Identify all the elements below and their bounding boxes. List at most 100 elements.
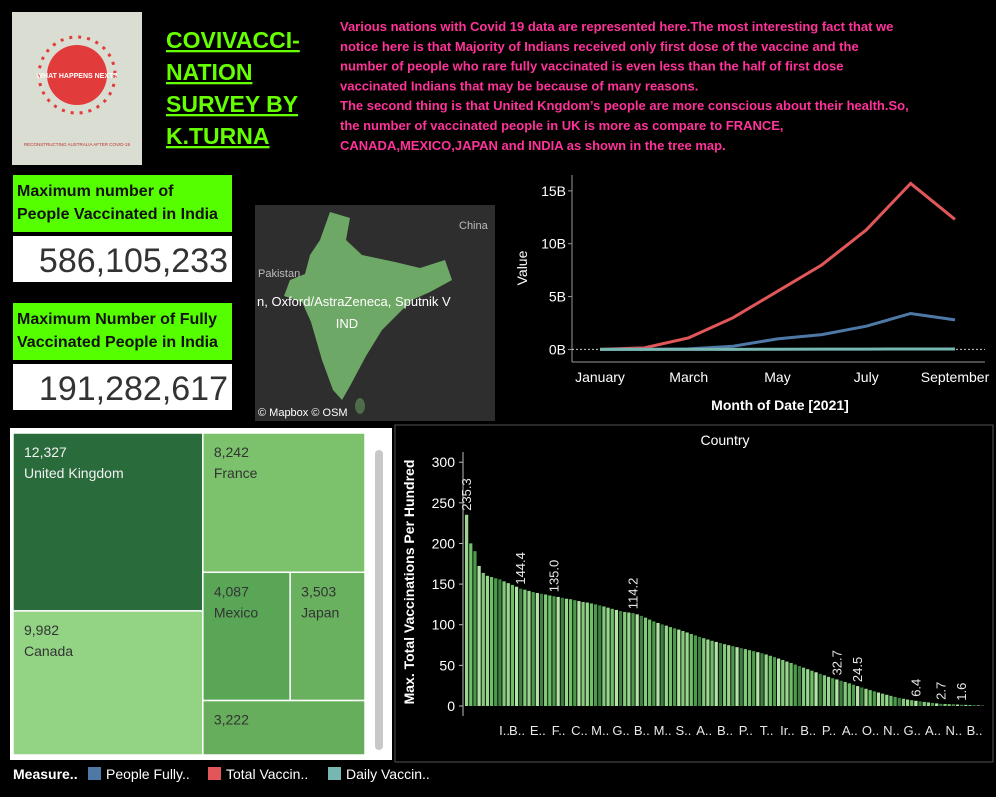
- bar: [556, 596, 560, 706]
- bar: [523, 589, 527, 706]
- bar: [506, 583, 510, 706]
- bar: [710, 640, 714, 706]
- x-tick-label: O..: [862, 723, 879, 738]
- treemap-cell: [202, 432, 366, 574]
- treemap-value: 12,327: [24, 444, 67, 460]
- legend-title: Measure..: [13, 766, 78, 782]
- legend-swatch: [88, 767, 101, 780]
- map-credit: © Mapbox © OSM: [258, 407, 348, 419]
- bar: [689, 633, 693, 706]
- x-tick-label: A..: [925, 723, 941, 738]
- bar: [760, 653, 764, 706]
- y-axis-title: Max. Total Vaccinations Per Hundred: [401, 460, 417, 705]
- bar: [926, 702, 931, 706]
- bar: [897, 697, 901, 706]
- x-tick-label: I..: [499, 723, 510, 738]
- description: Various nations with Covid 19 data are r…: [340, 19, 893, 34]
- bar: [631, 613, 635, 706]
- bar: [856, 686, 860, 706]
- x-tick-label: P..: [822, 723, 836, 738]
- bar: [914, 700, 918, 706]
- bar: [756, 652, 760, 706]
- bar: [485, 575, 490, 706]
- data-label: 114.2: [625, 578, 640, 610]
- bar: [477, 565, 481, 706]
- bar: [960, 704, 964, 706]
- treemap-cell: [202, 699, 366, 756]
- description: number of people who rare fully vaccinat…: [340, 59, 844, 74]
- bar: [548, 595, 552, 706]
- kpi-label: Vaccinated People in India: [17, 334, 218, 351]
- bar: [702, 638, 706, 706]
- kpi-value: 191,282,617: [39, 370, 228, 408]
- legend-label: Total Vaccin..: [226, 766, 308, 782]
- data-label: 1.6: [954, 683, 969, 701]
- bar: [864, 688, 868, 706]
- kpi-value-box: [13, 364, 232, 410]
- bar: [801, 667, 806, 706]
- bar: [881, 693, 885, 706]
- bar: [943, 703, 947, 706]
- x-tick-label: P..: [739, 723, 753, 738]
- india-shape: [284, 212, 452, 400]
- data-label: 144.4: [513, 552, 528, 585]
- x-tick-label: January: [575, 369, 625, 385]
- x-tick-label: B..: [800, 723, 816, 738]
- scrollbar[interactable]: [375, 450, 383, 750]
- bar: [747, 650, 752, 706]
- map-country: IND: [336, 316, 358, 331]
- data-label: 32.7: [829, 650, 844, 675]
- treemap-value: 3,222: [214, 712, 249, 728]
- bar: [643, 617, 648, 706]
- bar: [718, 643, 723, 706]
- kpi-label: Maximum number of: [17, 183, 174, 200]
- x-tick-label: B..: [717, 723, 733, 738]
- y-tick-label: 10B: [541, 236, 566, 252]
- bar: [793, 664, 797, 706]
- map-label: Pakistan: [258, 268, 300, 280]
- x-tick-label: Ir..: [780, 723, 794, 738]
- bar: [976, 705, 980, 706]
- bar: [489, 577, 494, 706]
- legend-swatch: [328, 767, 341, 780]
- y-axis-title: Value: [514, 250, 530, 285]
- data-label: 6.4: [908, 679, 923, 697]
- bar: [785, 661, 789, 706]
- bar: [797, 666, 802, 706]
- bar: [697, 636, 702, 706]
- x-tick-label: F..: [552, 723, 566, 738]
- bar: [843, 681, 847, 706]
- bar: [910, 700, 914, 706]
- kpi-label: Maximum Number of Fully: [17, 311, 217, 328]
- bar: [731, 646, 735, 706]
- y-tick-label: 0: [447, 698, 455, 714]
- kpi-label-box: [13, 303, 232, 360]
- bar: [569, 599, 573, 706]
- x-axis-title: Month of Date [2021]: [711, 397, 849, 413]
- bar: [893, 696, 897, 706]
- y-tick-label: 200: [432, 535, 456, 551]
- treemap-label: United Kingdom: [24, 465, 124, 481]
- treemap-value: 9,982: [24, 622, 59, 638]
- bar: [847, 683, 851, 706]
- bar: [972, 705, 976, 706]
- x-tick-label: C..: [571, 723, 588, 738]
- x-tick-label: A..: [696, 723, 712, 738]
- bar: [706, 639, 710, 706]
- bar: [606, 607, 610, 706]
- bar: [656, 622, 660, 706]
- y-tick-label: 100: [432, 617, 456, 633]
- x-tick-label: July: [854, 369, 879, 385]
- bar: [772, 657, 777, 706]
- description: vaccinated Indians that may be because o…: [340, 78, 698, 93]
- bar: [831, 678, 835, 706]
- bar: [564, 598, 569, 706]
- description: notice here is that Majority of Indians …: [340, 39, 859, 54]
- map-label: China: [459, 220, 489, 232]
- bar: [535, 593, 539, 706]
- bar: [764, 654, 768, 706]
- bar: [585, 602, 589, 706]
- x-tick-label: G..: [904, 723, 921, 738]
- description: CANADA,MEXICO,JAPAN and INDIA as shown i…: [340, 138, 726, 153]
- bar: [681, 630, 685, 706]
